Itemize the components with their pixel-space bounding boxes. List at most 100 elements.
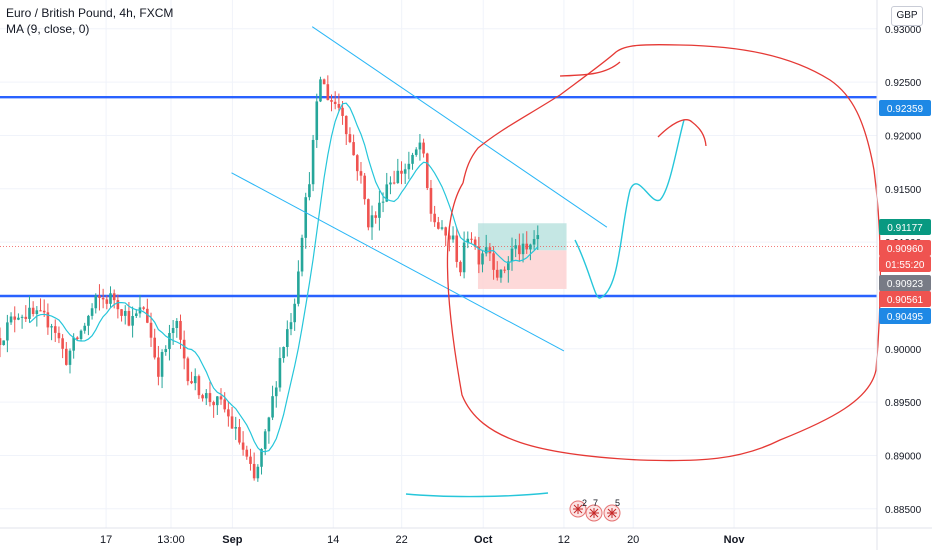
candle-body: [462, 242, 466, 273]
candle-body: [35, 310, 39, 315]
x-tick-label: 20: [627, 534, 639, 546]
candle-body: [378, 202, 381, 218]
candle-body: [440, 227, 444, 229]
candle-body: [437, 222, 440, 229]
candle-body: [186, 358, 190, 382]
y-tick-label: 0.89000: [885, 451, 922, 462]
trend-channel[interactable]: [231, 26, 608, 352]
candle-body: [31, 307, 35, 315]
candle-body: [355, 155, 359, 172]
x-tick-label: Nov: [724, 534, 746, 546]
candle-body: [120, 309, 123, 316]
candle-body: [433, 213, 436, 223]
candle-body: [529, 244, 532, 250]
x-tick-label: Sep: [222, 534, 242, 546]
candle-body: [507, 261, 510, 271]
candle-body: [142, 307, 145, 309]
price-label-text: 0.91177: [887, 223, 923, 234]
candle-body: [359, 171, 363, 176]
price-label-text: 01:55:20: [886, 260, 925, 271]
y-tick-label: 0.90000: [885, 345, 922, 356]
candle-body: [348, 134, 352, 143]
candle-body: [374, 215, 378, 218]
candle-body: [300, 237, 304, 272]
candle-body: [481, 253, 484, 265]
candle-body: [190, 381, 193, 384]
candle-body: [0, 338, 2, 346]
candle-body: [87, 315, 90, 326]
candle-body: [396, 170, 400, 183]
horizontal-levels[interactable]: [0, 95, 877, 298]
candle-body: [101, 297, 105, 300]
svg-text:5: 5: [615, 498, 620, 508]
candle-body: [245, 449, 249, 457]
candle-body: [532, 239, 536, 245]
candle-body: [182, 339, 186, 359]
currency-button[interactable]: GBP: [891, 6, 923, 26]
x-tick-label: 12: [558, 534, 570, 546]
price-label-text: 0.90960: [887, 244, 924, 255]
price-label-text: 0.90561: [887, 295, 924, 306]
price-label-text: 0.90923: [887, 279, 924, 290]
candle-body: [289, 322, 293, 330]
candle-body: [204, 393, 208, 399]
candle-body: [65, 348, 68, 365]
candle-body: [341, 107, 344, 116]
trend-channel-line: [231, 172, 565, 352]
candle-body: [53, 326, 57, 333]
candle-body: [72, 337, 75, 351]
y-tick-label: 0.92000: [885, 131, 922, 142]
y-tick-label: 0.91500: [885, 185, 922, 196]
candle-body: [6, 322, 9, 341]
candle-body: [123, 310, 127, 316]
candle-body: [216, 396, 219, 406]
event-flag-icon[interactable]: [569, 500, 587, 518]
candle-body: [311, 139, 315, 185]
price-label-box: [879, 219, 931, 235]
forecast-path-drawing: [574, 119, 685, 299]
svg-text:7: 7: [593, 498, 598, 508]
candle-body: [308, 184, 311, 198]
circle-tail-drawing: [559, 61, 621, 77]
candle-body: [2, 340, 5, 346]
indicator-legend[interactable]: MA (9, close, 0): [6, 22, 90, 36]
time-axis[interactable]: 17 13:00 Sep 14 22 Oct 12 20 Nov: [100, 534, 745, 546]
candle-body: [451, 235, 455, 240]
candle-body: [241, 442, 245, 450]
candle-body: [319, 79, 322, 102]
candle-body: [230, 416, 234, 429]
candle-body: [400, 170, 403, 174]
price-labels: 0.92359 0.91177 0.90960 01:55:20 0.90923 0.90…: [879, 100, 931, 324]
price-label-box: [879, 240, 931, 256]
candle-body: [13, 316, 17, 320]
candle-body: [385, 184, 389, 202]
candle-body: [134, 313, 138, 317]
candle-body: [418, 142, 422, 150]
candle-body: [249, 456, 252, 464]
economic-events[interactable]: 2 7 5: [569, 498, 621, 522]
candle-body: [223, 399, 226, 410]
candle-body: [444, 227, 447, 236]
candle-body: [370, 215, 374, 228]
candle-body: [525, 243, 529, 250]
candle-body: [57, 332, 61, 339]
event-flag-icon[interactable]: [603, 504, 621, 522]
candle-body: [521, 243, 525, 255]
candle-body: [193, 376, 197, 384]
candle-body: [127, 310, 131, 326]
y-tick-label: 0.93000: [885, 25, 922, 36]
candle-body: [83, 325, 87, 331]
event-flag-icon[interactable]: [585, 504, 603, 522]
candle-body: [448, 235, 451, 240]
candle-body: [459, 261, 462, 273]
candle-body: [337, 104, 341, 108]
svg-text:2: 2: [582, 498, 587, 508]
price-label-box: [879, 308, 931, 324]
candle-body: [488, 247, 492, 254]
candle-body: [344, 115, 348, 135]
candle-body: [153, 337, 157, 358]
symbol-title[interactable]: Euro / British Pound, 4h, FXCM: [6, 6, 174, 20]
candle-body: [79, 330, 83, 340]
candle-body: [68, 350, 72, 365]
